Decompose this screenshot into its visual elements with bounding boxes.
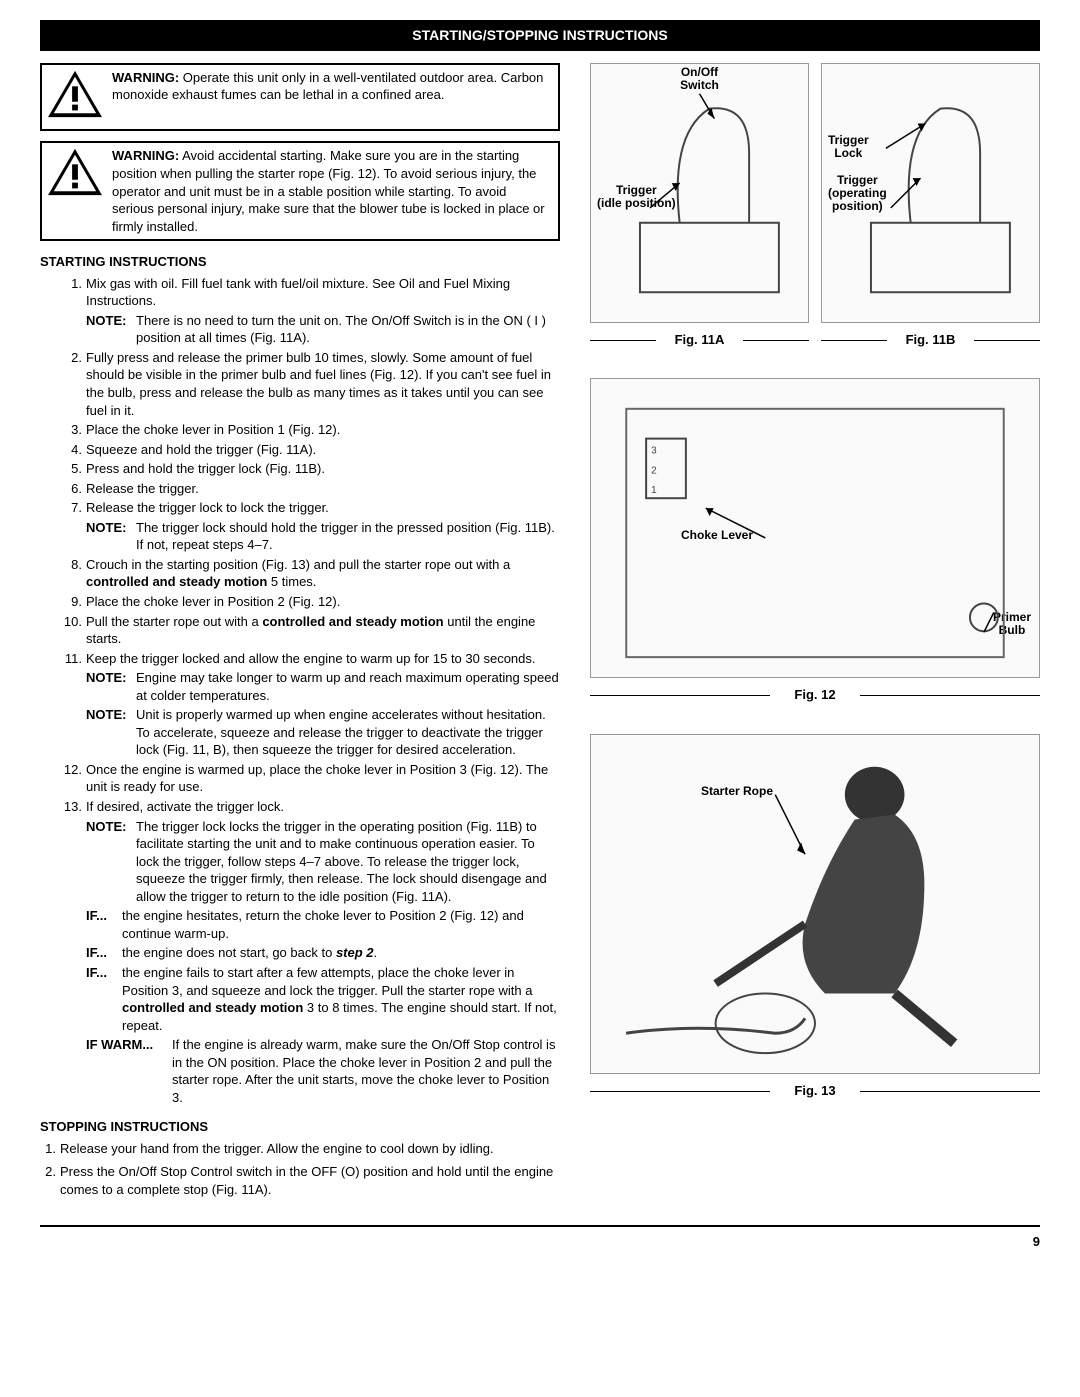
if-warm: IF WARM... If the engine is already warm… xyxy=(86,1036,560,1106)
right-column: On/Off Switch Trigger (idle position) Tr… xyxy=(590,63,1040,1205)
note-1: NOTE: There is no need to turn the unit … xyxy=(86,312,560,347)
caption-11a: Fig. 11A xyxy=(590,331,809,349)
figure-11a: On/Off Switch Trigger (idle position) xyxy=(590,63,809,323)
figure-11-pair: On/Off Switch Trigger (idle position) Tr… xyxy=(590,63,1040,323)
if-1: IF... the engine hesitates, return the c… xyxy=(86,907,560,942)
step-13: 13.If desired, activate the trigger lock… xyxy=(86,798,560,816)
if-2: IF... the engine does not start, go back… xyxy=(86,944,560,962)
warning-box-1: WARNING: Operate this unit only in a wel… xyxy=(40,63,560,132)
svg-text:1: 1 xyxy=(651,486,657,497)
left-column: WARNING: Operate this unit only in a wel… xyxy=(40,63,560,1205)
figure-13: Starter Rope xyxy=(590,734,1040,1074)
step-2: 2.Fully press and release the primer bul… xyxy=(86,349,560,419)
starting-instructions-heading: STARTING INSTRUCTIONS xyxy=(40,253,560,271)
warning-text-2: WARNING: Avoid accidental starting. Make… xyxy=(112,147,550,235)
page-number: 9 xyxy=(1033,1234,1040,1249)
step-10: 10.Pull the starter rope out with a cont… xyxy=(86,613,560,648)
warning-icon xyxy=(46,69,104,126)
starting-steps-list-cont3: 12.Once the engine is warmed up, place t… xyxy=(40,761,560,816)
figure-12: Choke Lever Primer Bulb 3 2 1 xyxy=(590,378,1040,678)
warning-box-2: WARNING: Avoid accidental starting. Make… xyxy=(40,141,560,241)
stop-step-1: 1.Release your hand from the trigger. Al… xyxy=(60,1140,560,1158)
step-5: 5.Press and hold the trigger lock (Fig. … xyxy=(86,460,560,478)
if-3: IF... the engine fails to start after a … xyxy=(86,964,560,1034)
note-3: NOTE: Engine may take longer to warm up … xyxy=(86,669,560,704)
step-3: 3.Place the choke lever in Position 1 (F… xyxy=(86,421,560,439)
two-column-layout: WARNING: Operate this unit only in a wel… xyxy=(40,63,1040,1205)
caption-11b: Fig. 11B xyxy=(821,331,1040,349)
caption-12: Fig. 12 xyxy=(590,686,1040,704)
warning-text-1: WARNING: Operate this unit only in a wel… xyxy=(112,69,550,104)
step-9: 9.Place the choke lever in Position 2 (F… xyxy=(86,593,560,611)
starting-steps-list: 1.Mix gas with oil. Fill fuel tank with … xyxy=(40,275,560,310)
step-4: 4.Squeeze and hold the trigger (Fig. 11A… xyxy=(86,441,560,459)
step-12: 12.Once the engine is warmed up, place t… xyxy=(86,761,560,796)
step-11: 11.Keep the trigger locked and allow the… xyxy=(86,650,560,668)
figure-11b: Trigger Lock Trigger (operating position… xyxy=(821,63,1040,323)
svg-text:3: 3 xyxy=(651,446,657,457)
page-footer: 9 xyxy=(40,1225,1040,1251)
stopping-steps-list: 1.Release your hand from the trigger. Al… xyxy=(40,1140,560,1199)
warning-icon xyxy=(46,147,104,204)
section-title: STARTING/STOPPING INSTRUCTIONS xyxy=(40,20,1040,51)
step-8: 8.Crouch in the starting position (Fig. … xyxy=(86,556,560,591)
step-1: 1.Mix gas with oil. Fill fuel tank with … xyxy=(86,275,560,310)
starting-steps-list-cont2: 8.Crouch in the starting position (Fig. … xyxy=(40,556,560,667)
step-6: 6.Release the trigger. xyxy=(86,480,560,498)
stop-step-2: 2.Press the On/Off Stop Control switch i… xyxy=(60,1163,560,1198)
stopping-instructions-heading: STOPPING INSTRUCTIONS xyxy=(40,1118,560,1136)
note-5: NOTE: The trigger lock locks the trigger… xyxy=(86,818,560,906)
svg-text:2: 2 xyxy=(651,466,657,477)
starting-steps-list-cont: 2.Fully press and release the primer bul… xyxy=(40,349,560,517)
step-7: 7.Release the trigger lock to lock the t… xyxy=(86,499,560,517)
note-4: NOTE: Unit is properly warmed up when en… xyxy=(86,706,560,759)
figure-11-captions: Fig. 11A Fig. 11B xyxy=(590,331,1040,349)
note-2: NOTE: The trigger lock should hold the t… xyxy=(86,519,560,554)
caption-13: Fig. 13 xyxy=(590,1082,1040,1100)
